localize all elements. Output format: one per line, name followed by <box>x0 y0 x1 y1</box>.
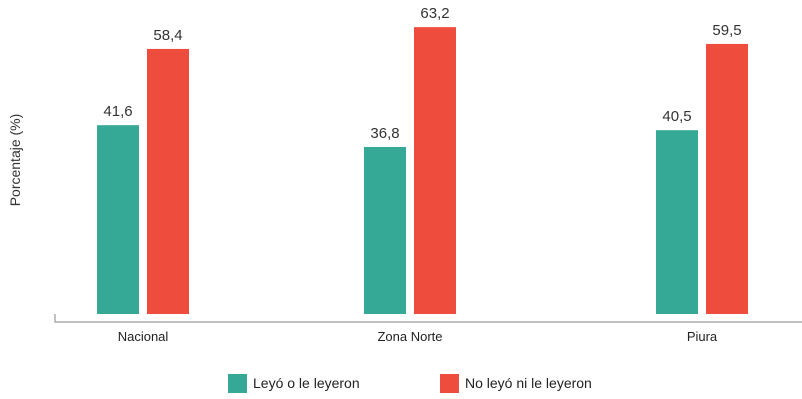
bars-group <box>97 27 748 315</box>
legend-swatch-leyo <box>228 373 247 393</box>
category-labels-group: Nacional Zona Norte Piura <box>118 329 718 344</box>
value-label-piura-series-0: 40,5 <box>662 108 691 125</box>
value-label-nacional-series-0: 41,6 <box>103 103 132 120</box>
bar-chart: Porcentaje (%) 41,658,436,863,240,559,5 … <box>7 5 802 344</box>
value-label-piura-series-1: 59,5 <box>712 22 741 39</box>
value-label-zona-norte-series-1: 63,2 <box>420 5 449 22</box>
bar-nacional-series-0 <box>97 125 139 315</box>
category-label-piura: Piura <box>687 329 718 344</box>
category-label-nacional: Nacional <box>118 329 169 344</box>
value-labels-group: 41,6 58,4 36,8 63,2 40,5 59,5 <box>103 5 741 142</box>
bar-nacional-series-1 <box>147 48 189 315</box>
y-axis-label: Porcentaje (%) <box>7 114 23 207</box>
value-label-zona-norte-series-0: 36,8 <box>370 125 399 142</box>
legend-item-no-leyo: No leyó ni le leyeron <box>440 370 592 396</box>
bar-piura-series-1 <box>706 43 748 314</box>
legend-swatch-no-leyo <box>440 373 459 393</box>
value-label-nacional-series-1: 58,4 <box>153 27 182 44</box>
legend-item-leyo: Leyó o le leyeron <box>228 370 360 396</box>
legend: Leyó o le leyeron No leyó ni le leyeron <box>0 370 802 398</box>
legend-label-no-leyo: No leyó ni le leyeron <box>465 375 592 391</box>
bar-piura-series-0 <box>656 130 698 314</box>
x-axis-line <box>54 314 802 323</box>
category-label-zona-norte: Zona Norte <box>377 329 442 344</box>
legend-label-leyo: Leyó o le leyeron <box>253 375 360 391</box>
bar-zona-norte-series-0 <box>364 146 406 314</box>
bar-zona-norte-series-1 <box>414 27 456 315</box>
